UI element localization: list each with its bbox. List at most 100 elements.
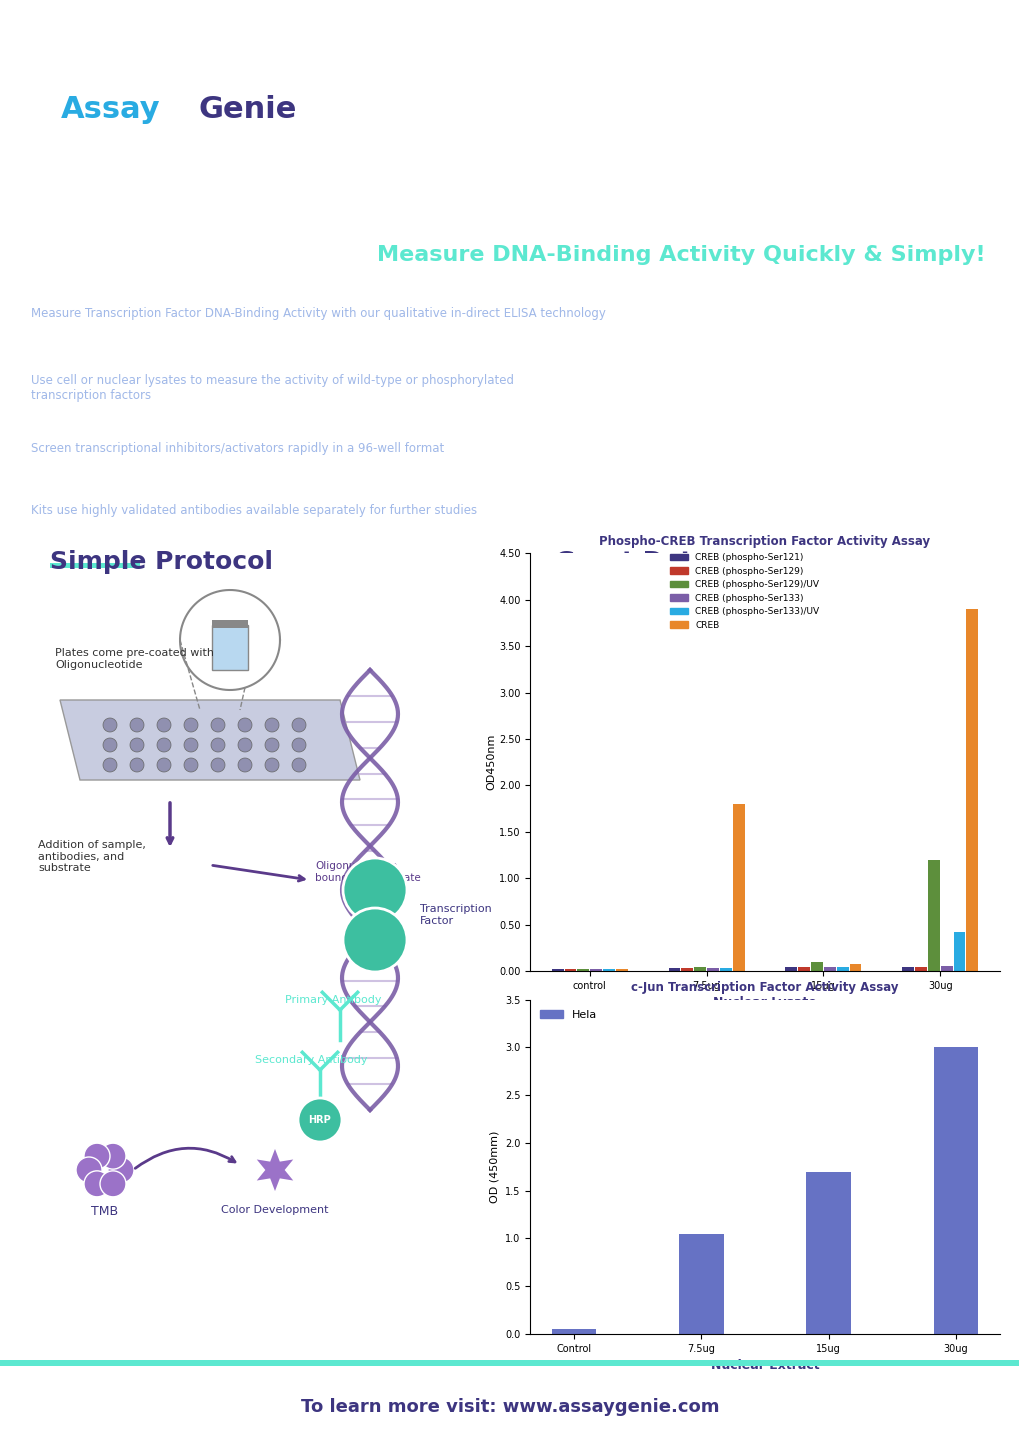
Circle shape	[76, 1156, 102, 1182]
Bar	[914, 966, 926, 970]
Circle shape	[129, 758, 144, 771]
Bar	[577, 969, 589, 970]
Circle shape	[103, 758, 117, 771]
Text: Assay: Assay	[61, 95, 161, 124]
Circle shape	[157, 738, 171, 751]
Circle shape	[100, 1144, 126, 1169]
Polygon shape	[254, 1146, 296, 1194]
Circle shape	[84, 1144, 110, 1169]
Bar	[849, 963, 861, 970]
X-axis label: Nuclear Extract: Nuclear Extract	[710, 1360, 818, 1373]
Bar	[551, 1330, 596, 1334]
Circle shape	[183, 758, 198, 771]
Bar	[836, 966, 848, 970]
Bar	[810, 962, 822, 970]
Bar	[953, 932, 964, 970]
Bar	[602, 969, 614, 970]
Y-axis label: OD450nm: OD450nm	[486, 734, 496, 790]
Bar	[823, 968, 835, 970]
Bar	[932, 1047, 977, 1334]
Legend: CREB (phospho-Ser121), CREB (phospho-Ser129), CREB (phospho-Ser129)/UV, CREB (ph: CREB (phospho-Ser121), CREB (phospho-Ser…	[665, 549, 822, 633]
Circle shape	[129, 718, 144, 733]
Circle shape	[291, 738, 306, 751]
Text: Addition of sample,
antibodies, and
substrate: Addition of sample, antibodies, and subs…	[38, 841, 146, 874]
Text: Secondary Antibody: Secondary Antibody	[255, 1056, 367, 1066]
Circle shape	[100, 1171, 126, 1197]
Bar	[694, 966, 705, 970]
Text: Transcription Factor
Activity ELISA: Transcription Factor Activity ELISA	[395, 55, 929, 153]
Bar	[679, 1233, 722, 1334]
Circle shape	[183, 738, 198, 751]
Circle shape	[84, 1171, 110, 1197]
Circle shape	[342, 908, 407, 972]
Text: SPECIFIC: SPECIFIC	[31, 469, 107, 483]
Circle shape	[211, 738, 225, 751]
Bar	[732, 805, 744, 970]
Text: TMB: TMB	[92, 1206, 118, 1218]
Text: SIMPLE: SIMPLE	[31, 271, 94, 286]
Circle shape	[265, 718, 279, 733]
Legend: Hela: Hela	[535, 1005, 600, 1024]
Circle shape	[157, 718, 171, 733]
Bar	[551, 969, 562, 970]
Text: Color Development: Color Development	[221, 1206, 328, 1216]
Circle shape	[342, 858, 407, 921]
Text: Screen transcriptional inhibitors/activators rapidly in a 96-well format: Screen transcriptional inhibitors/activa…	[31, 443, 443, 456]
Text: Genie: Genie	[199, 95, 297, 124]
Y-axis label: OD (450mm): OD (450mm)	[489, 1131, 499, 1203]
Bar	[681, 969, 693, 970]
Bar	[785, 968, 797, 970]
Bar	[0, 1360, 1019, 1366]
Circle shape	[291, 758, 306, 771]
Circle shape	[103, 738, 117, 751]
Text: RAPID SCREENING: RAPID SCREENING	[31, 405, 186, 421]
Circle shape	[211, 718, 225, 733]
Text: Measure DNA-Binding Activity Quickly & Simply!: Measure DNA-Binding Activity Quickly & S…	[377, 245, 985, 265]
Circle shape	[108, 1156, 133, 1182]
Text: FLEXIBLE: FLEXIBLE	[31, 339, 110, 353]
Title: Phospho-CREB Transcription Factor Activity Assay: Phospho-CREB Transcription Factor Activi…	[599, 535, 929, 548]
Text: Measure Transcription Factor DNA-Binding Activity with our qualitative in-direct: Measure Transcription Factor DNA-Binding…	[31, 307, 605, 320]
Text: HRP: HRP	[309, 1115, 331, 1125]
Bar	[806, 1171, 850, 1334]
Circle shape	[183, 718, 198, 733]
Bar	[590, 969, 601, 970]
Polygon shape	[60, 699, 360, 780]
Circle shape	[211, 758, 225, 771]
Circle shape	[237, 738, 252, 751]
Bar	[615, 969, 627, 970]
Bar	[966, 609, 977, 970]
Text: Plates come pre-coated with
Oligonucleotide: Plates come pre-coated with Oligonucleot…	[55, 647, 214, 669]
Circle shape	[237, 758, 252, 771]
Text: Primary Antibody: Primary Antibody	[284, 995, 381, 1005]
Circle shape	[265, 738, 279, 751]
Circle shape	[298, 1097, 341, 1142]
Bar	[902, 966, 913, 970]
Bar	[719, 969, 731, 970]
Bar	[212, 620, 248, 629]
X-axis label: Nuclear Lysate: Nuclear Lysate	[712, 996, 816, 1009]
Bar	[667, 969, 680, 970]
Bar	[927, 859, 938, 970]
Bar	[565, 969, 576, 970]
Circle shape	[291, 718, 306, 733]
Bar	[50, 562, 140, 568]
Bar	[554, 562, 635, 568]
FancyBboxPatch shape	[0, 0, 336, 234]
Text: Great Data: Great Data	[554, 549, 708, 574]
Title: c-Jun Transcription Factor Activity Assay: c-Jun Transcription Factor Activity Assa…	[631, 982, 898, 995]
Text: Kits use highly validated antibodies available separately for further studies: Kits use highly validated antibodies ava…	[31, 505, 476, 518]
Circle shape	[265, 758, 279, 771]
Text: Transcription
Factor: Transcription Factor	[420, 904, 491, 926]
Circle shape	[103, 718, 117, 733]
Circle shape	[157, 758, 171, 771]
Bar	[940, 966, 952, 970]
Text: Simple Protocol: Simple Protocol	[50, 549, 273, 574]
Bar	[212, 624, 248, 671]
Text: To learn more visit: www.assaygenie.com: To learn more visit: www.assaygenie.com	[301, 1399, 718, 1416]
Circle shape	[129, 738, 144, 751]
Text: Use cell or nuclear lysates to measure the activity of wild-type or phosphorylat: Use cell or nuclear lysates to measure t…	[31, 375, 514, 402]
Bar	[706, 969, 718, 970]
Circle shape	[237, 718, 252, 733]
Bar	[798, 968, 809, 970]
